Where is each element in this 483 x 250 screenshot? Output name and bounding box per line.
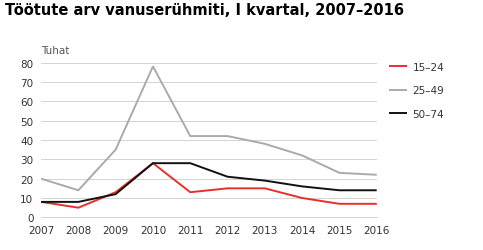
50–74 <box>337 189 342 192</box>
25–49 <box>337 172 342 175</box>
Text: Töötute arv vanuserühmiti, I kvartal, 2007–2016: Töötute arv vanuserühmiti, I kvartal, 20… <box>5 2 404 18</box>
25–49 <box>262 143 268 146</box>
15–24 <box>374 202 380 205</box>
50–74 <box>299 185 305 188</box>
50–74 <box>75 200 81 203</box>
15–24 <box>337 202 342 205</box>
15–24 <box>38 200 44 203</box>
25–49 <box>374 174 380 176</box>
Line: 50–74: 50–74 <box>41 164 377 202</box>
15–24 <box>299 197 305 200</box>
25–49 <box>225 135 230 138</box>
15–24 <box>187 191 193 194</box>
25–49 <box>299 154 305 157</box>
25–49 <box>38 178 44 180</box>
15–24 <box>262 187 268 190</box>
15–24 <box>150 162 156 165</box>
50–74 <box>187 162 193 165</box>
25–49 <box>75 189 81 192</box>
Line: 25–49: 25–49 <box>41 67 377 190</box>
50–74 <box>225 176 230 178</box>
15–24 <box>75 206 81 209</box>
50–74 <box>374 189 380 192</box>
50–74 <box>113 193 118 196</box>
Text: Tuhat: Tuhat <box>41 46 70 56</box>
15–24 <box>225 187 230 190</box>
50–74 <box>38 200 44 203</box>
Legend: 15–24, 25–49, 50–74: 15–24, 25–49, 50–74 <box>389 63 444 120</box>
Line: 15–24: 15–24 <box>41 164 377 208</box>
25–49 <box>150 66 156 69</box>
25–49 <box>113 148 118 152</box>
50–74 <box>150 162 156 165</box>
50–74 <box>262 179 268 182</box>
15–24 <box>113 191 118 194</box>
25–49 <box>187 135 193 138</box>
